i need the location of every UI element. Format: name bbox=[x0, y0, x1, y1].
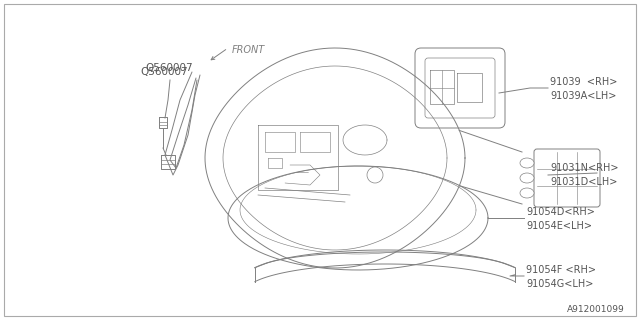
FancyBboxPatch shape bbox=[415, 48, 505, 128]
Ellipse shape bbox=[520, 188, 534, 198]
Ellipse shape bbox=[520, 158, 534, 168]
Text: 91031D<LH>: 91031D<LH> bbox=[550, 177, 618, 187]
Text: 91039  <RH>: 91039 <RH> bbox=[550, 77, 618, 87]
Text: 91054G<LH>: 91054G<LH> bbox=[526, 279, 593, 289]
Text: FRONT: FRONT bbox=[232, 45, 265, 55]
Text: Q560007: Q560007 bbox=[145, 63, 193, 73]
Text: 91054F <RH>: 91054F <RH> bbox=[526, 265, 596, 275]
FancyBboxPatch shape bbox=[534, 149, 600, 207]
FancyBboxPatch shape bbox=[425, 58, 495, 118]
Text: A912001099: A912001099 bbox=[567, 306, 625, 315]
Text: 91031N<RH>: 91031N<RH> bbox=[550, 163, 618, 173]
Text: 91039A<LH>: 91039A<LH> bbox=[550, 91, 616, 101]
Text: 91054D<RH>: 91054D<RH> bbox=[526, 207, 595, 217]
Text: Q560007: Q560007 bbox=[140, 67, 188, 77]
Ellipse shape bbox=[520, 173, 534, 183]
Text: 91054E<LH>: 91054E<LH> bbox=[526, 221, 592, 231]
